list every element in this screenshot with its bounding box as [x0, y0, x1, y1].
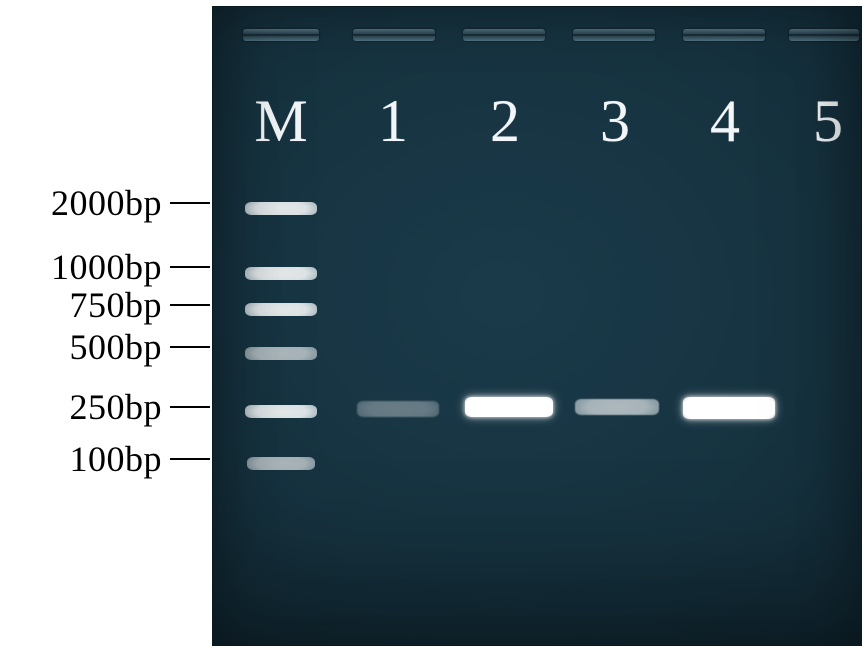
size-label-tick — [170, 266, 210, 268]
size-label: 2000bp — [51, 182, 210, 224]
size-label: 100bp — [70, 438, 211, 480]
size-label-text: 100bp — [70, 438, 163, 480]
size-label-text: 750bp — [70, 284, 163, 326]
sample-band-lane-4 — [683, 397, 775, 419]
lane-heading-3: 3 — [600, 87, 630, 156]
size-label-tick — [170, 458, 210, 460]
size-label-text: 250bp — [70, 386, 163, 428]
well-2 — [463, 29, 545, 41]
ladder-band-2000bp — [245, 202, 317, 215]
size-labels-column: 2000bp 1000bp750bp500bp 250bp 100bp — [0, 0, 210, 655]
lane-heading-5: 5 — [813, 87, 843, 156]
size-label: 750bp — [70, 284, 211, 326]
size-label-text: 2000bp — [51, 182, 162, 224]
size-label-tick — [170, 406, 210, 408]
ladder-band-100bp — [247, 457, 315, 470]
well-3 — [573, 29, 655, 41]
ladder-band-1000bp — [245, 267, 317, 280]
ladder-band-500bp — [245, 347, 317, 360]
size-label-text: 500bp — [70, 326, 163, 368]
size-label-tick — [170, 304, 210, 306]
lane-heading-2: 2 — [490, 87, 520, 156]
lane-heading-1: 1 — [378, 87, 408, 156]
size-label: 250bp — [70, 386, 211, 428]
ladder-band-250bp — [245, 405, 317, 418]
size-label-text: 1000bp — [51, 246, 162, 288]
gel-image: M 1 2 3 4 5 — [212, 6, 862, 646]
sample-band-lane-2 — [465, 397, 553, 417]
lane-heading-M: M — [254, 87, 307, 156]
size-label-tick — [170, 346, 210, 348]
size-label: 1000bp — [51, 246, 210, 288]
ladder-band-750bp — [245, 303, 317, 316]
figure-root: 2000bp 1000bp750bp500bp 250bp 100bp M 1 2 3 4 5 — [0, 0, 868, 655]
well-4 — [683, 29, 765, 41]
size-label-tick — [170, 202, 210, 204]
well-1 — [353, 29, 435, 41]
lane-heading-4: 4 — [710, 87, 740, 156]
sample-band-lane-1 — [357, 401, 439, 417]
well-5 — [789, 29, 859, 41]
sample-band-lane-3 — [575, 399, 659, 415]
size-label: 500bp — [70, 326, 211, 368]
well-M — [243, 29, 319, 41]
